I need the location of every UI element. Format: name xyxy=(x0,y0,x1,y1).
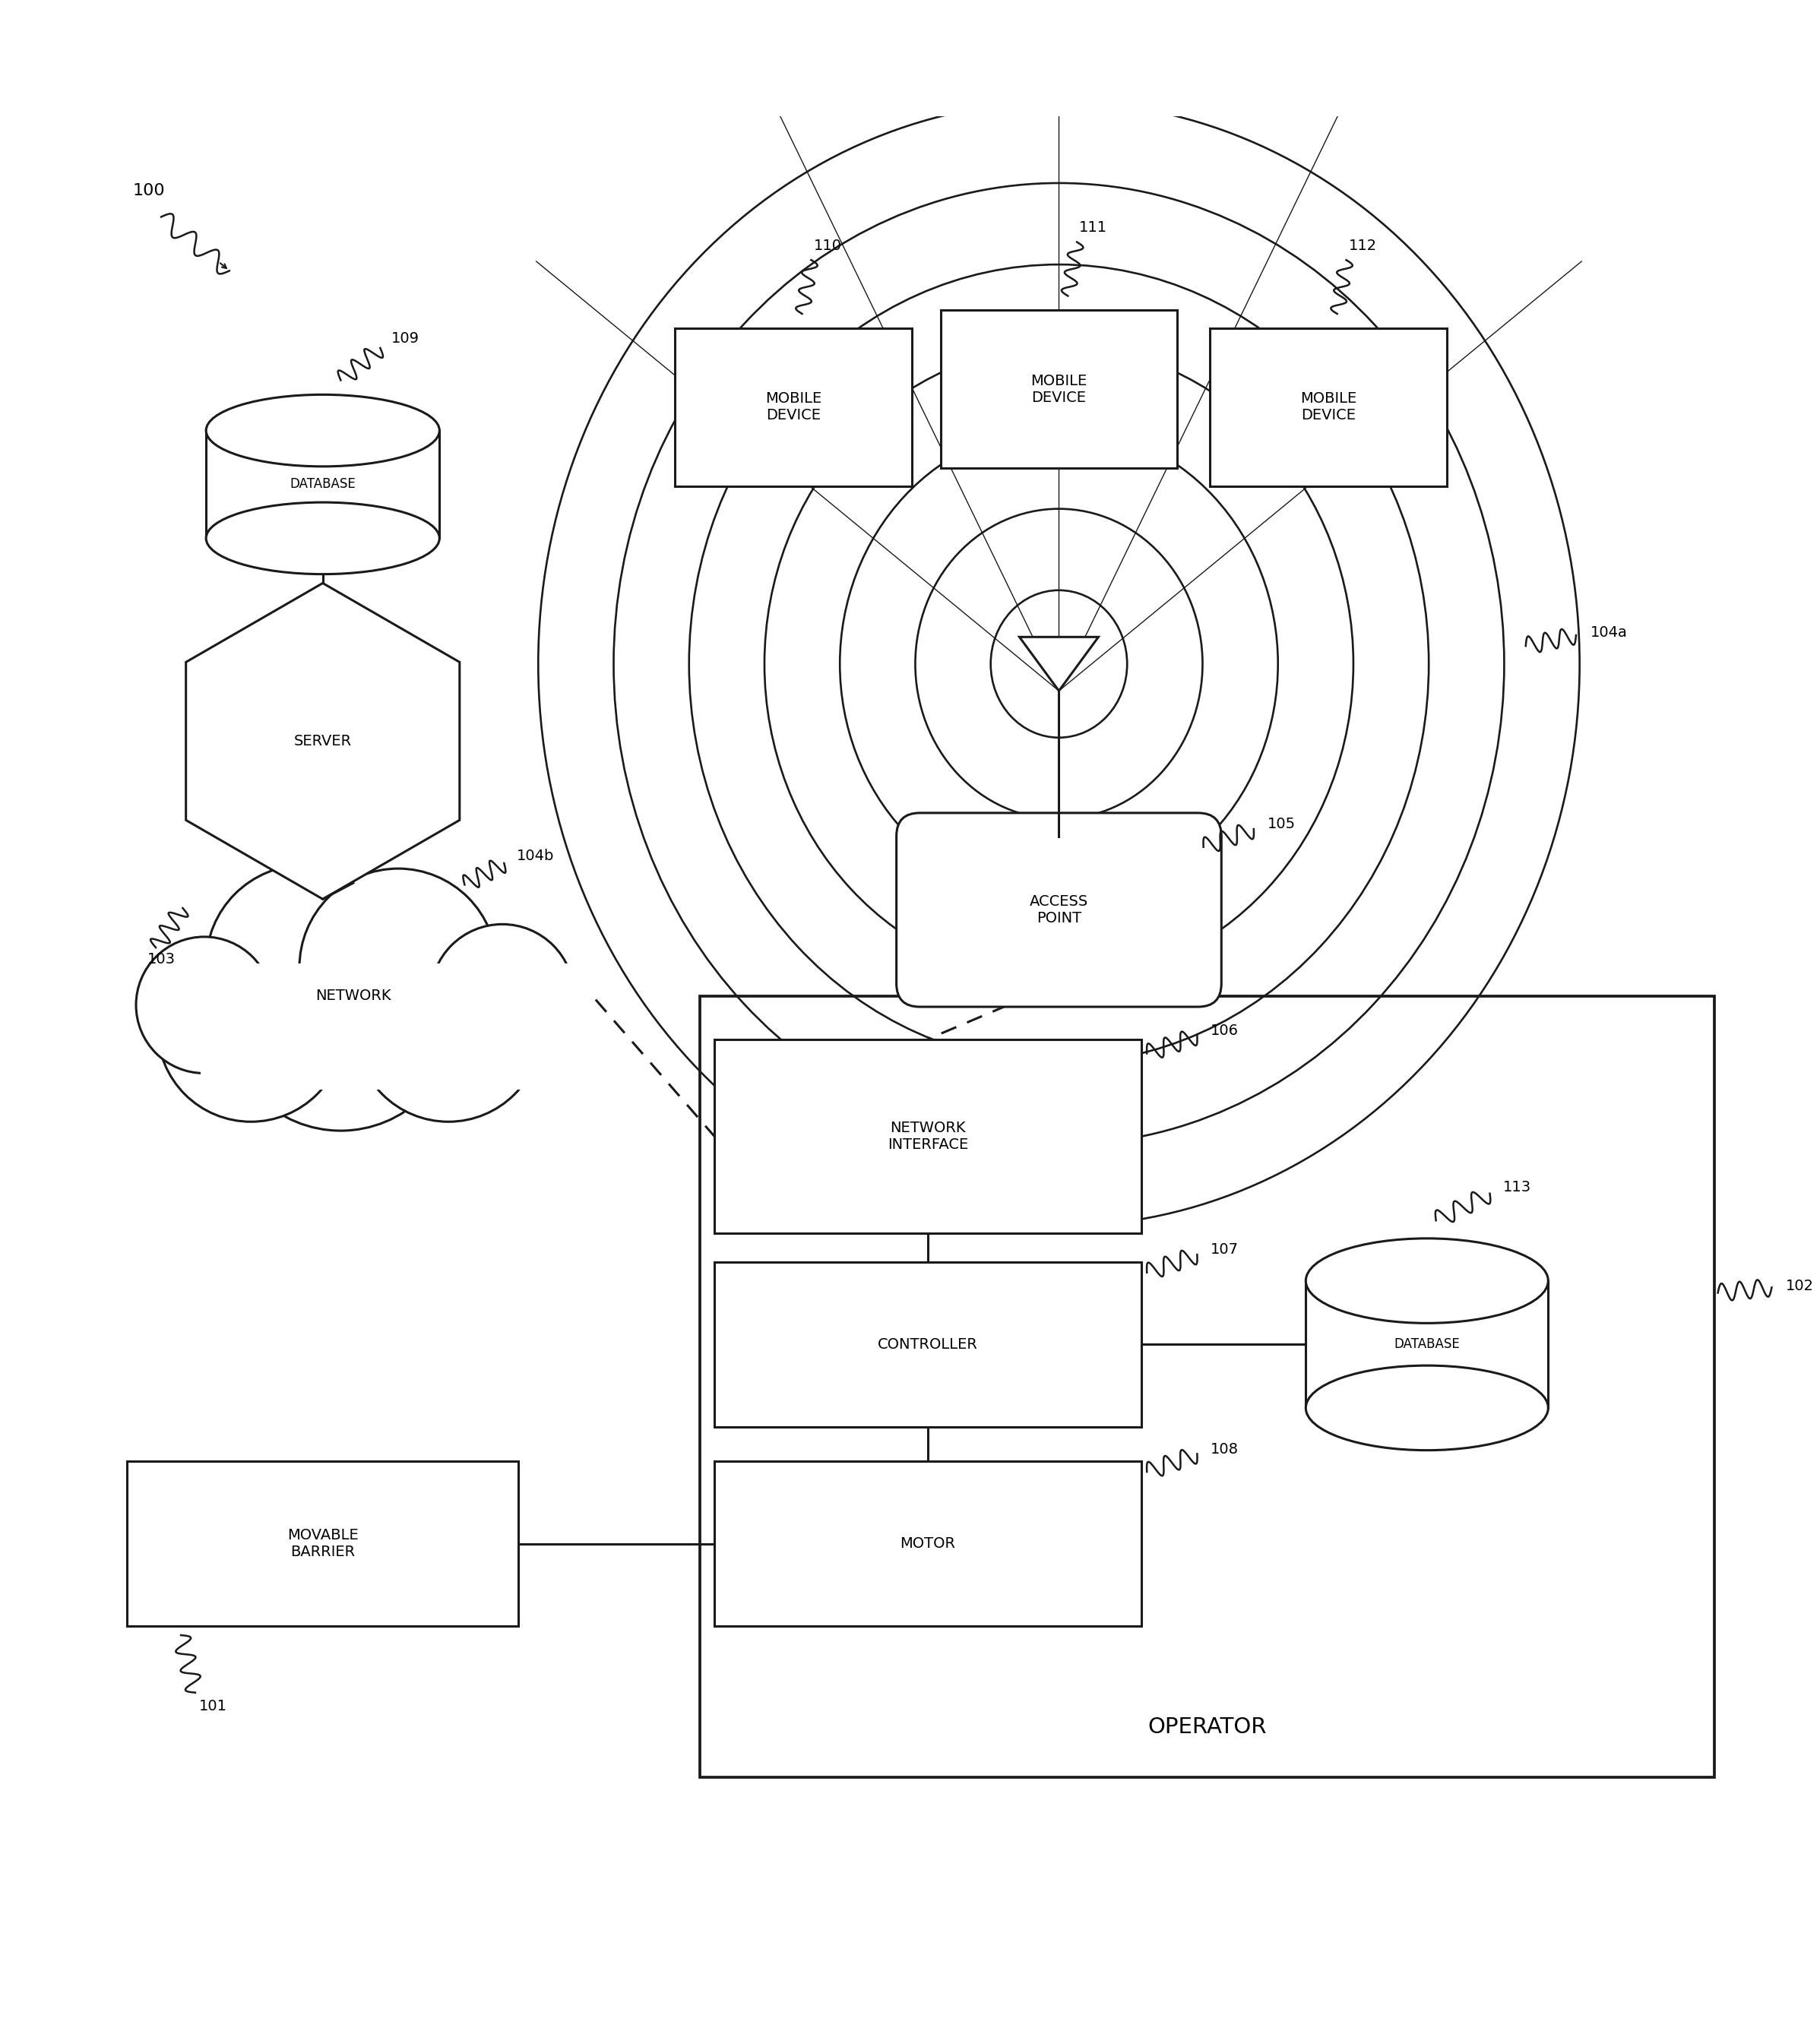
Circle shape xyxy=(136,937,273,1073)
Text: 111: 111 xyxy=(1079,221,1107,235)
Polygon shape xyxy=(186,584,460,898)
Text: DATABASE: DATABASE xyxy=(1394,1338,1460,1351)
Bar xyxy=(675,329,912,487)
Bar xyxy=(200,963,577,1089)
Bar xyxy=(701,996,1714,1777)
Circle shape xyxy=(431,925,573,1069)
Text: 105: 105 xyxy=(1267,817,1296,831)
Ellipse shape xyxy=(206,395,439,466)
Text: 107: 107 xyxy=(1210,1243,1239,1257)
Ellipse shape xyxy=(1305,1365,1549,1450)
Bar xyxy=(941,310,1178,468)
Bar xyxy=(713,1261,1141,1428)
Text: CONTROLLER: CONTROLLER xyxy=(877,1336,977,1351)
Text: 101: 101 xyxy=(198,1699,228,1714)
Text: ACCESS
POINT: ACCESS POINT xyxy=(1030,894,1088,925)
Text: 102: 102 xyxy=(1785,1280,1815,1294)
Bar xyxy=(127,1460,519,1626)
Bar xyxy=(1210,329,1447,487)
Text: 100: 100 xyxy=(133,183,166,199)
Circle shape xyxy=(206,866,404,1063)
Bar xyxy=(713,1038,1141,1233)
Text: DATABASE: DATABASE xyxy=(289,477,355,491)
Text: OPERATOR: OPERATOR xyxy=(1148,1716,1267,1738)
Bar xyxy=(713,1460,1141,1626)
Text: 112: 112 xyxy=(1349,239,1376,254)
Circle shape xyxy=(158,935,344,1121)
Text: 104a: 104a xyxy=(1591,625,1627,639)
Text: NETWORK
INTERFACE: NETWORK INTERFACE xyxy=(888,1121,968,1152)
Bar xyxy=(206,430,439,537)
Text: 109: 109 xyxy=(391,333,419,347)
Circle shape xyxy=(224,896,457,1132)
Text: SERVER: SERVER xyxy=(293,734,351,748)
Text: MOVABLE
BARRIER: MOVABLE BARRIER xyxy=(288,1527,359,1560)
Text: MOBILE
DEVICE: MOBILE DEVICE xyxy=(1299,391,1356,422)
Ellipse shape xyxy=(1305,1239,1549,1322)
Text: 108: 108 xyxy=(1210,1442,1239,1456)
Text: MOBILE
DEVICE: MOBILE DEVICE xyxy=(1030,373,1087,406)
FancyBboxPatch shape xyxy=(897,813,1221,1006)
Text: 113: 113 xyxy=(1503,1180,1531,1194)
Text: 106: 106 xyxy=(1210,1024,1239,1038)
Text: MOBILE
DEVICE: MOBILE DEVICE xyxy=(764,391,821,422)
Text: 104b: 104b xyxy=(517,850,555,864)
Polygon shape xyxy=(1019,637,1099,692)
Ellipse shape xyxy=(206,503,439,574)
Circle shape xyxy=(300,868,497,1067)
Text: MOTOR: MOTOR xyxy=(901,1537,956,1551)
Text: NETWORK: NETWORK xyxy=(315,990,391,1004)
Text: 103: 103 xyxy=(147,953,177,967)
Bar xyxy=(1305,1282,1549,1407)
Text: 110: 110 xyxy=(814,239,841,254)
Circle shape xyxy=(355,935,542,1121)
